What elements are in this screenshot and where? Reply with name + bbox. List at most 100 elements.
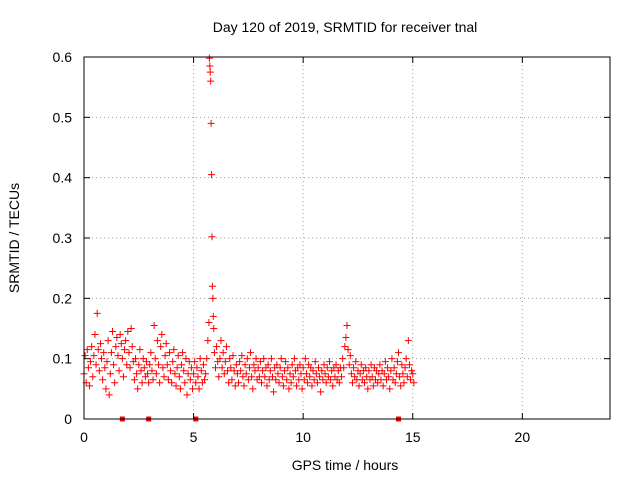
data-point [395,349,403,357]
data-point [254,364,262,372]
data-series-srmtid [80,54,418,399]
data-point [219,349,227,357]
data-point [339,355,347,363]
data-point [115,367,123,375]
data-point [116,331,124,339]
x-tick-labels: 0 5 10 15 20 [80,429,530,445]
data-point [357,361,365,369]
data-point [325,358,333,366]
data-point [99,376,107,384]
data-point [237,367,245,375]
data-point [239,373,247,381]
data-point [365,367,373,375]
data-point [398,361,406,369]
data-point [240,382,248,390]
data-point [112,343,120,351]
data-point [341,343,349,351]
data-point [157,343,165,351]
data-point [296,361,304,369]
data-point [117,340,125,348]
data-point [385,373,393,381]
data-point [206,68,214,76]
data-point [409,370,417,378]
data-point [290,355,298,363]
data-point [225,379,233,387]
data-point [393,358,401,366]
axis-ticks [83,56,610,420]
data-point [401,364,409,372]
data-point [279,382,287,390]
data-point [169,358,177,366]
data-point [352,358,360,366]
data-point [89,373,97,381]
data-point [287,379,295,387]
data-point [285,385,293,393]
data-point [309,367,317,375]
data-point [302,370,310,378]
data-point [266,367,274,375]
data-point [264,361,272,369]
data-point [145,379,153,387]
data-point [306,373,314,381]
data-point [133,370,141,378]
data-point [332,361,340,369]
data-point [92,361,100,369]
data-point [205,54,213,62]
data-point [132,355,140,363]
y-tick-label: 0.2 [53,290,73,306]
data-point [397,382,405,390]
data-point [273,361,281,369]
data-point [232,361,240,369]
data-point [125,349,133,357]
data-point [146,361,154,369]
data-point [399,370,407,378]
data-point [151,355,159,363]
y-tick-label: 0.5 [53,109,73,125]
data-point [376,361,384,369]
data-point [362,364,370,372]
data-point [283,376,291,384]
data-point [167,367,175,375]
data-point [313,379,321,387]
data-point [135,361,143,369]
data-point [179,349,187,357]
data-point [191,358,199,366]
data-point [282,358,290,366]
data-point [103,358,111,366]
data-point [258,379,266,387]
data-point [343,321,351,329]
data-point [311,358,319,366]
data-point [81,352,89,360]
data-point [176,385,184,393]
data-point [284,364,292,372]
data-point [407,376,415,384]
data-point [241,361,249,369]
data-point [207,119,215,127]
data-point [289,373,297,381]
data-point [391,379,399,387]
data-point [236,358,244,366]
data-point [384,364,392,372]
data-point [403,373,411,381]
data-point [208,233,216,241]
data-point [137,367,145,375]
data-point [110,361,118,369]
x-tick-label: 5 [190,429,198,445]
data-point [108,328,116,336]
data-point [327,376,335,384]
data-point [136,346,144,354]
data-point [165,349,173,357]
data-point [210,325,218,332]
data-point [130,376,138,384]
data-point [210,349,218,357]
data-point [329,382,337,390]
y-tick-label: 0.4 [53,170,73,186]
data-point [149,376,157,384]
data-point [218,364,226,372]
data-point [317,388,325,396]
data-point [361,379,369,387]
data-point [172,382,180,390]
data-point [368,373,376,381]
data-point [259,367,267,375]
